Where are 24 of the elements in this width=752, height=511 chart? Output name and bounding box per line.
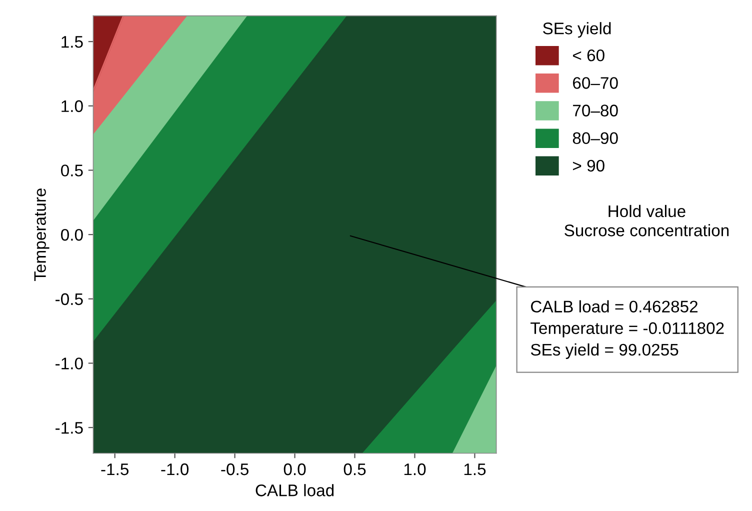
legend-label: > 90	[572, 160, 604, 172]
y-axis-title: Temperature	[34, 188, 50, 281]
x-tick-label: 1.0	[404, 463, 426, 476]
y-tick-label: 0.5	[61, 164, 83, 176]
legend-label: < 60	[572, 49, 604, 62]
y-tick-label: -1.0	[56, 358, 83, 370]
x-tick-label: -1.5	[101, 464, 129, 476]
legend-label: 60–70	[573, 77, 618, 89]
text: Hold value Sucrose concentration	[564, 204, 729, 236]
legend-label: 70–80	[573, 104, 618, 116]
text: CALB load = 0.462852 Temperature = -0.0111802 SEs yield = 99.0255	[530, 300, 724, 359]
y-tick-label: -0.5	[56, 293, 83, 306]
y-tick-label: 1.5	[62, 36, 83, 48]
y-tick-label: 1.0	[62, 100, 83, 112]
x-tick-label: -1.0	[161, 463, 189, 476]
x-axis-title: CALB load	[256, 484, 334, 496]
legend-title: SEs yield	[543, 22, 611, 38]
y-tick-label: 0.0	[61, 228, 83, 241]
x-tick-label: 0.5	[344, 463, 366, 476]
x-tick-label: 0.0	[284, 463, 306, 476]
legend-label: 80–90	[572, 132, 618, 144]
x-tick-label: -0.5	[221, 463, 248, 476]
y-tick-label: -1.5	[56, 422, 83, 434]
x-tick-label: 1.5	[464, 464, 486, 476]
